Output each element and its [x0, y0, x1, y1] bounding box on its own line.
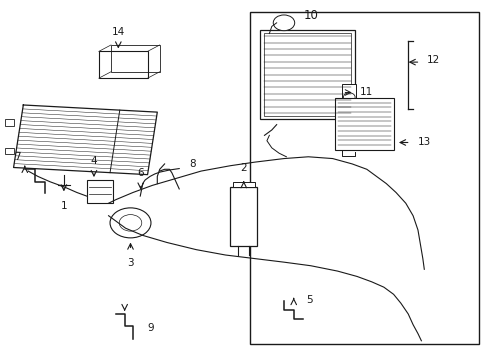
Bar [5, 148, 14, 154]
Text: 13: 13 [418, 138, 431, 148]
Text: 11: 11 [360, 87, 373, 98]
Circle shape [343, 93, 355, 102]
Text: 2: 2 [241, 163, 247, 173]
Text: 10: 10 [303, 9, 318, 22]
Bar [99, 51, 147, 78]
Text: 14: 14 [112, 27, 125, 37]
Bar [335, 98, 393, 150]
Bar [250, 12, 479, 344]
Bar [343, 84, 356, 103]
Bar [87, 180, 114, 203]
Text: 3: 3 [127, 257, 134, 267]
Bar [230, 187, 257, 246]
Text: 8: 8 [189, 159, 196, 169]
Bar [233, 182, 255, 187]
Text: 1: 1 [61, 202, 67, 211]
Circle shape [110, 208, 151, 238]
Bar [5, 119, 14, 126]
Text: 6: 6 [137, 168, 144, 178]
Text: 7: 7 [14, 152, 21, 162]
Bar [260, 30, 355, 119]
Text: 12: 12 [427, 55, 440, 65]
Text: 4: 4 [91, 156, 98, 166]
Text: 9: 9 [147, 323, 154, 333]
Bar [264, 33, 351, 116]
Text: 5: 5 [306, 295, 313, 305]
Circle shape [273, 15, 294, 31]
Bar [111, 45, 160, 72]
